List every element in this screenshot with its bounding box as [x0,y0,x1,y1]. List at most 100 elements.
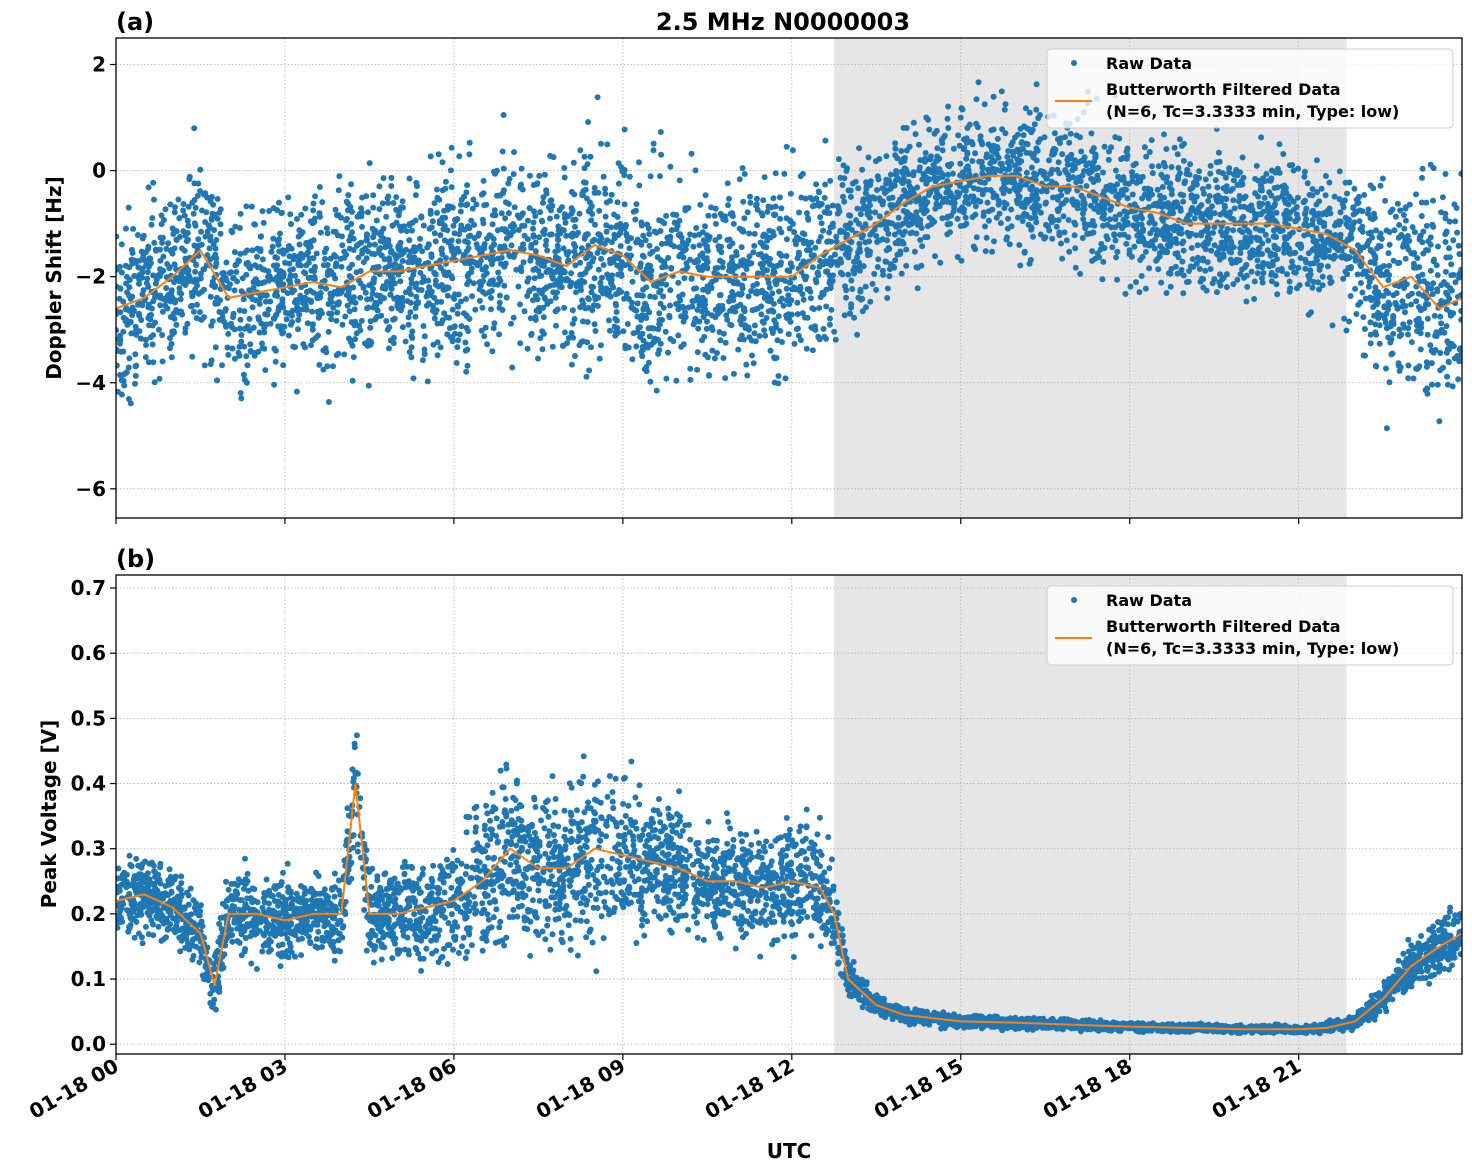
raw-data-point [431,230,438,237]
raw-data-point [341,248,348,255]
raw-data-point [642,237,649,244]
raw-data-point [711,355,718,362]
raw-data-point [500,112,507,118]
raw-data-point [1367,247,1374,253]
raw-data-point [725,202,731,209]
raw-data-point [1268,192,1275,199]
raw-data-point [618,261,625,268]
raw-data-point [1431,312,1438,319]
raw-data-point [687,365,694,372]
raw-data-point [537,335,544,342]
raw-data-point [249,304,256,311]
raw-data-point [840,243,847,250]
raw-data-point [613,309,620,315]
raw-data-point [319,199,326,206]
raw-data-point [706,372,712,379]
raw-data-point [420,323,427,329]
raw-data-point [847,212,854,219]
raw-data-point [849,286,856,292]
raw-data-point [398,307,404,314]
raw-data-point [694,349,701,356]
raw-data-point [163,245,170,252]
raw-data-point [900,156,906,163]
raw-data-point [370,192,377,199]
raw-data-point [1155,163,1162,170]
raw-data-point [309,326,316,333]
raw-data-point [876,213,883,220]
raw-data-point [644,221,651,228]
raw-data-point [321,249,328,256]
raw-data-point [856,267,863,274]
raw-data-point [1005,215,1011,222]
raw-data-point [350,235,357,242]
raw-data-point [474,262,481,269]
raw-data-point [1174,200,1181,207]
raw-data-point [1220,251,1227,258]
raw-data-point [964,151,971,157]
raw-data-point [282,309,289,316]
raw-data-point [1112,167,1119,174]
raw-data-point [872,209,879,216]
raw-data-point [295,317,302,323]
raw-data-point [787,318,794,325]
raw-data-point [408,280,415,287]
raw-data-point [851,314,858,321]
raw-data-point [1166,184,1173,191]
raw-data-point [221,318,227,325]
raw-data-point [323,349,330,356]
raw-data-point [758,303,765,310]
raw-data-point [854,331,861,338]
raw-data-point [286,260,293,267]
raw-data-point [371,241,378,248]
raw-data-point [270,235,277,242]
raw-data-point [1129,208,1135,215]
raw-data-point [673,212,680,218]
raw-data-point [134,232,141,238]
raw-data-point [743,361,750,368]
raw-data-point [393,194,400,201]
raw-data-point [1256,251,1263,258]
raw-data-point [682,207,689,214]
raw-data-point [919,243,926,250]
raw-data-point [469,293,475,300]
raw-data-point [180,207,187,214]
raw-data-point [744,372,751,379]
raw-data-point [633,239,640,246]
raw-data-point [1405,331,1411,338]
raw-data-point [496,299,503,306]
raw-data-point [763,232,769,239]
raw-data-point [391,315,398,322]
raw-data-point [903,216,910,223]
raw-data-point [647,173,654,180]
raw-data-point [977,198,984,205]
raw-data-point [694,366,701,373]
raw-data-point [834,203,841,210]
raw-data-point [116,295,123,302]
raw-data-point [419,357,426,364]
raw-data-point [554,242,561,249]
raw-data-point [1098,240,1105,247]
raw-data-point [1121,208,1128,215]
raw-data-point [663,212,670,219]
raw-data-point [303,289,310,295]
raw-data-point [1229,185,1236,192]
raw-data-point [1156,202,1163,209]
raw-data-point [1372,284,1379,291]
raw-data-point [1160,159,1167,166]
raw-data-point [883,176,890,183]
raw-data-point [277,230,283,237]
raw-data-point [948,161,955,167]
raw-data-point [456,331,463,338]
raw-data-point [1377,182,1384,189]
raw-data-point [1341,197,1348,204]
raw-data-point [258,233,264,240]
raw-data-point [1001,106,1008,113]
raw-data-point [332,253,339,260]
raw-data-point [1367,340,1374,347]
raw-data-point [1309,221,1316,228]
raw-data-point [488,306,494,313]
raw-data-point [116,388,121,395]
raw-data-point [411,244,418,251]
raw-data-point [699,250,706,257]
raw-data-point [1171,227,1178,234]
